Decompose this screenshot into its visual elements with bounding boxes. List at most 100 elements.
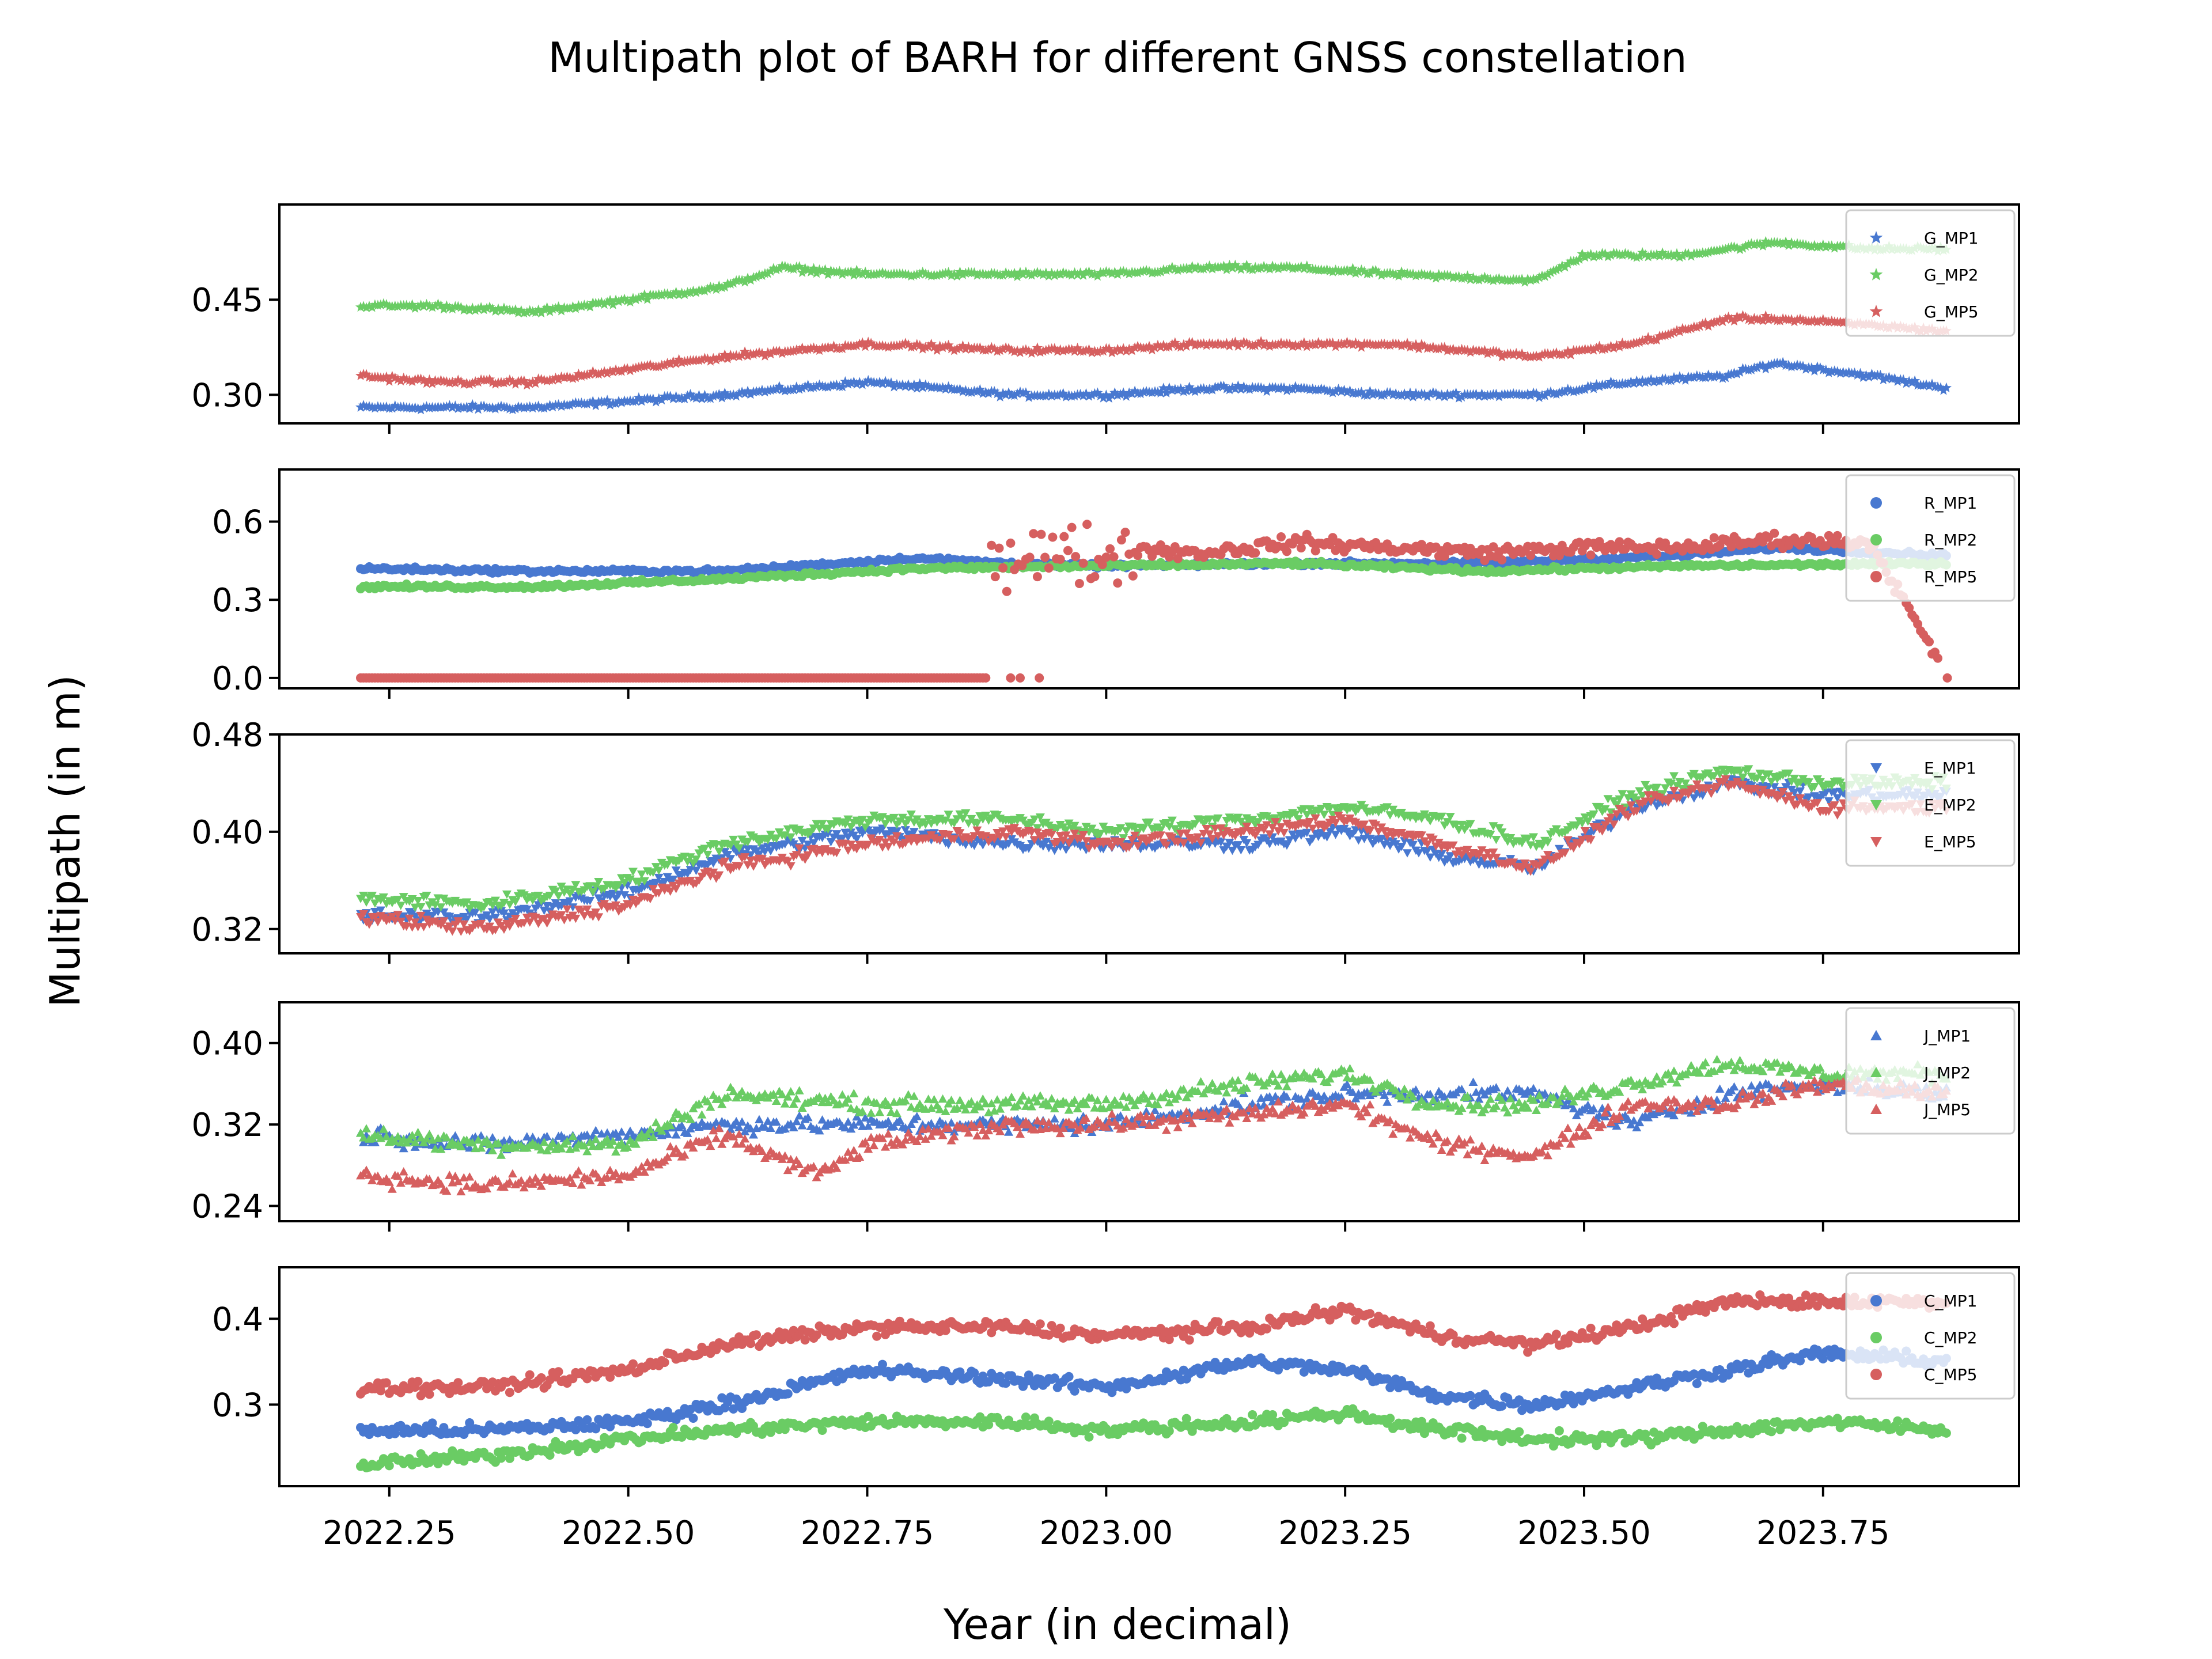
point-g-mp1 <box>1623 378 1634 388</box>
point-r-mp5 <box>1090 572 1100 581</box>
point-g-mp2 <box>487 303 498 313</box>
point-e-mp5 <box>1606 813 1616 822</box>
point-g-mp2 <box>725 278 736 289</box>
point-g-mp5 <box>957 340 968 351</box>
point-g-mp1 <box>441 401 452 411</box>
point-g-mp2 <box>467 302 478 313</box>
point-r-mp5 <box>1497 555 1507 565</box>
point-g-mp5 <box>398 372 409 383</box>
point-e-mp1 <box>900 826 910 835</box>
point-g-mp5 <box>510 378 521 389</box>
point-g-mp5 <box>596 368 607 378</box>
point-e-mp1 <box>1331 831 1340 839</box>
point-g-mp5 <box>1711 316 1722 327</box>
point-g-mp5 <box>1511 347 1522 358</box>
point-e-mp5 <box>1597 827 1607 836</box>
point-e-mp2 <box>556 882 566 891</box>
point-e-mp5 <box>757 855 767 863</box>
point-r-mp5 <box>1698 546 1707 555</box>
point-e-mp2 <box>1096 830 1105 838</box>
point-e-mp5 <box>542 919 552 928</box>
point-g-mp1 <box>1333 384 1344 394</box>
point-g-mp5 <box>1591 342 1602 353</box>
panel-r-y-tick-label: 0.0 <box>212 660 263 698</box>
point-e-mp2 <box>1156 826 1165 835</box>
point-g-mp2 <box>544 306 555 316</box>
point-r-mp5 <box>1251 548 1260 558</box>
point-g-mp5 <box>1330 341 1341 351</box>
point-g-mp1 <box>960 385 971 395</box>
point-r-mp5 <box>1035 673 1044 683</box>
point-e-mp2 <box>637 870 646 879</box>
point-e-mp5 <box>1463 846 1472 855</box>
point-e-mp2 <box>1835 778 1845 787</box>
point-g-mp2 <box>691 287 702 297</box>
point-g-mp2 <box>656 289 667 300</box>
point-e-mp1 <box>1357 827 1366 836</box>
point-g-mp1 <box>1127 388 1138 399</box>
point-g-mp1 <box>479 400 490 411</box>
point-g-mp1 <box>1175 383 1186 393</box>
point-g-mp2 <box>507 305 518 316</box>
point-g-mp1 <box>1531 388 1542 398</box>
point-g-mp2 <box>671 286 681 297</box>
point-e-mp5 <box>1483 849 1493 858</box>
point-g-mp2 <box>1763 238 1774 249</box>
point-e-mp5 <box>1331 819 1340 828</box>
point-g-mp5 <box>1141 342 1152 353</box>
point-e-mp2 <box>955 810 965 819</box>
point-e-mp5 <box>410 918 420 927</box>
point-e-mp1 <box>471 908 480 917</box>
point-g-mp5 <box>1402 338 1413 348</box>
point-g-mp5 <box>1230 336 1241 347</box>
point-g-mp1 <box>857 379 868 389</box>
point-g-mp5 <box>1347 339 1358 350</box>
point-g-mp1 <box>473 404 484 414</box>
point-g-mp2 <box>1370 264 1381 275</box>
point-g-mp1 <box>694 389 704 400</box>
point-g-mp5 <box>490 378 501 389</box>
point-e-mp5 <box>491 926 501 935</box>
point-g-mp2 <box>358 301 369 311</box>
point-g-mp1 <box>1671 373 1683 384</box>
point-g-mp5 <box>1301 341 1312 351</box>
point-g-mp1 <box>1938 385 1949 395</box>
point-g-mp2 <box>1603 251 1613 262</box>
point-g-mp2 <box>794 261 805 271</box>
point-g-mp5 <box>459 378 469 389</box>
point-g-mp1 <box>759 387 771 397</box>
point-e-mp2 <box>654 866 664 875</box>
point-g-mp2 <box>1488 275 1499 285</box>
point-g-mp5 <box>524 378 535 388</box>
point-g-mp1 <box>846 377 857 388</box>
point-e-mp1 <box>1445 852 1455 861</box>
point-g-mp2 <box>1075 267 1086 278</box>
point-g-mp2 <box>1272 263 1284 274</box>
x-axis-label: Year (in decimal) <box>943 1600 1291 1649</box>
point-g-mp1 <box>1236 384 1247 394</box>
point-g-mp5 <box>1118 343 1129 353</box>
point-g-mp1 <box>507 404 518 415</box>
point-g-mp2 <box>1781 236 1791 247</box>
point-e-mp5 <box>1643 791 1653 800</box>
point-e-mp2 <box>1061 826 1071 835</box>
point-g-mp5 <box>1517 348 1528 358</box>
point-g-mp1 <box>582 398 593 409</box>
point-r-mp5 <box>1006 538 1016 548</box>
point-e-mp2 <box>393 896 403 904</box>
point-g-mp1 <box>633 392 644 403</box>
point-g-mp5 <box>1152 339 1164 350</box>
point-g-mp1 <box>544 400 555 410</box>
point-g-mp1 <box>1155 387 1166 397</box>
point-g-mp1 <box>1626 376 1637 387</box>
point-g-mp5 <box>1439 342 1450 352</box>
point-g-mp2 <box>1066 270 1077 280</box>
legend-marker-r-mp1 <box>1870 497 1882 509</box>
point-g-mp2 <box>1494 272 1505 283</box>
point-g-mp1 <box>840 376 851 387</box>
point-g-mp5 <box>676 357 687 368</box>
point-g-mp5 <box>1453 345 1464 355</box>
point-e-mp1 <box>1821 789 1831 797</box>
point-g-mp1 <box>1574 384 1585 395</box>
point-e-mp1 <box>1830 788 1839 797</box>
